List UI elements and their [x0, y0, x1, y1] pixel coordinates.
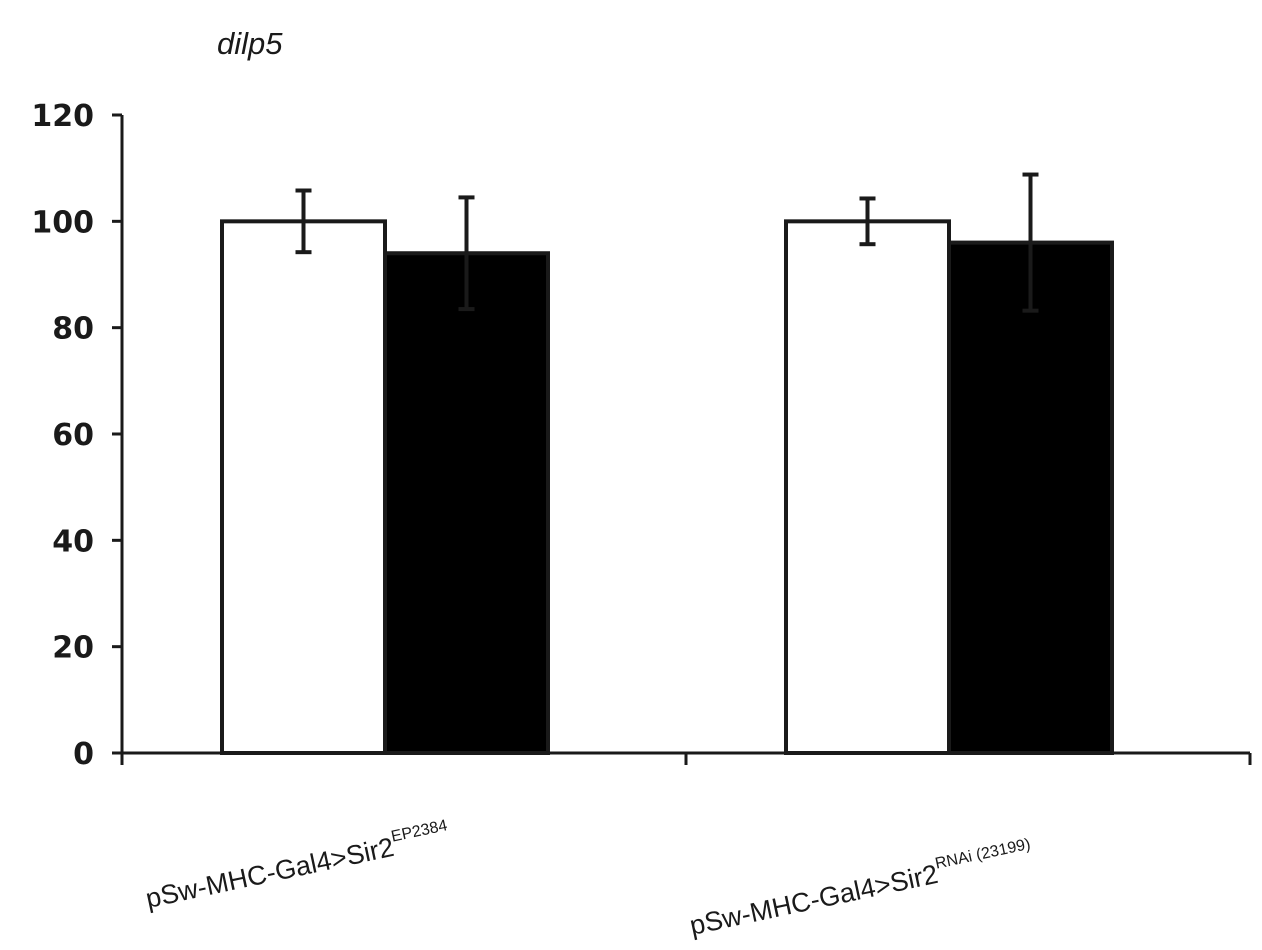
bar: [383, 251, 550, 755]
category-label-superscript: RNAi (23199): [934, 836, 1032, 873]
category-label: pSw-MHC-Gal4>Sir2RNAi (23199): [686, 836, 1035, 941]
error-bars: [295, 172, 1039, 313]
y-axis: 0 20 40 60 80 100 120: [31, 99, 124, 772]
category-label-superscript: EP2384: [390, 817, 449, 845]
y-tick-label: 80: [52, 312, 94, 347]
y-tick-label: 100: [31, 205, 94, 240]
y-tick-label: 20: [52, 631, 94, 666]
category-labels: pSw-MHC-Gal4>Sir2EP2384pSw-MHC-Gal4>Sir2…: [142, 817, 1035, 941]
y-tick-label: 120: [31, 99, 94, 134]
y-tick-label: 40: [52, 524, 94, 559]
error-bar: [1022, 172, 1039, 313]
error-bar: [295, 188, 312, 255]
y-tick-label: 60: [52, 418, 94, 453]
bar: [947, 240, 1114, 755]
bar: [220, 219, 387, 756]
category-label: pSw-MHC-Gal4>Sir2EP2384: [142, 817, 452, 914]
category-label-base: pSw-MHC-Gal4>Sir2: [687, 859, 941, 941]
chart-title: dilp5: [217, 26, 283, 61]
bars: [220, 219, 1114, 756]
bar: [784, 219, 951, 756]
error-bar: [458, 195, 475, 312]
category-label-base: pSw-MHC-Gal4>Sir2: [143, 832, 397, 914]
error-bar: [859, 196, 876, 247]
y-tick-label: 0: [73, 737, 94, 772]
